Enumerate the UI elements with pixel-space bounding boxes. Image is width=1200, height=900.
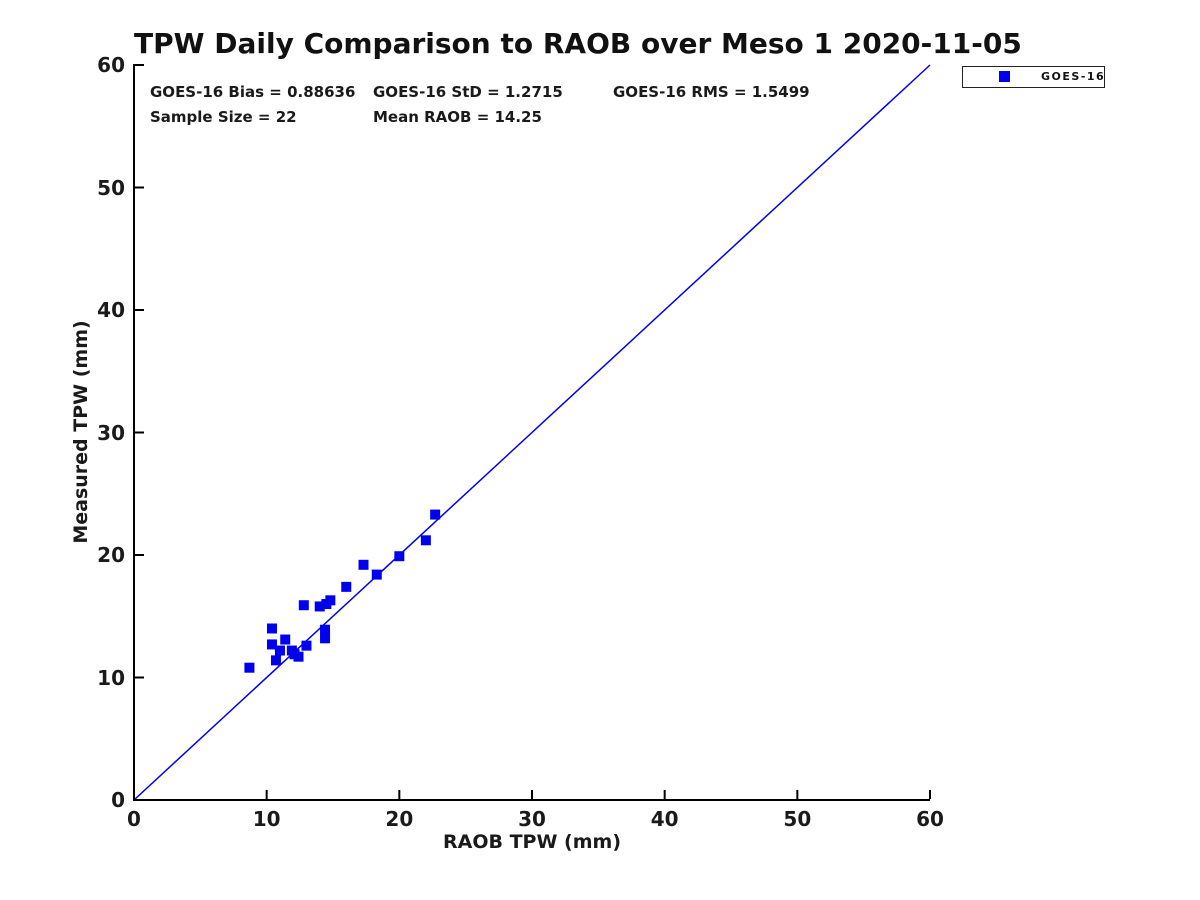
data-point xyxy=(244,662,255,673)
data-point xyxy=(320,633,331,644)
chart-title: TPW Daily Comparison to RAOB over Meso 1… xyxy=(134,27,1022,60)
data-point xyxy=(314,601,325,612)
x-tick-label: 0 xyxy=(127,807,141,831)
data-point xyxy=(266,623,277,634)
x-tick-label: 60 xyxy=(916,807,944,831)
data-point xyxy=(280,634,291,645)
data-point xyxy=(301,640,312,651)
y-tick-label: 60 xyxy=(97,53,125,77)
y-tick-label: 0 xyxy=(111,788,125,812)
y-tick-label: 10 xyxy=(97,665,125,690)
identity-line xyxy=(133,64,931,801)
y-tick-label: 30 xyxy=(97,420,125,445)
x-tick-label: 40 xyxy=(650,807,679,831)
data-point xyxy=(325,595,336,606)
data-point xyxy=(341,581,352,592)
stat-bias: GOES-16 Bias = 0.88636 xyxy=(150,83,356,101)
data-point xyxy=(274,645,285,656)
x-tick-label: 50 xyxy=(783,807,812,831)
data-point xyxy=(358,559,369,570)
legend-square-marker-icon xyxy=(999,71,1010,82)
x-tick-label: 20 xyxy=(385,807,414,831)
stat-mean-raob: Mean RAOB = 14.25 xyxy=(373,108,542,126)
data-point xyxy=(320,624,331,635)
data-point xyxy=(266,639,277,650)
stat-rms: GOES-16 RMS = 1.5499 xyxy=(613,83,810,101)
x-axis-label: RAOB TPW (mm) xyxy=(442,831,622,853)
data-point xyxy=(298,600,309,611)
legend-series-label: GOES-16 xyxy=(1041,70,1106,83)
data-point xyxy=(394,551,405,562)
data-point xyxy=(430,509,441,520)
y-tick-label: 40 xyxy=(97,298,125,322)
x-tick-label: 30 xyxy=(518,807,546,831)
data-point xyxy=(293,651,304,662)
data-point xyxy=(270,655,281,666)
y-tick-label: 50 xyxy=(97,175,125,200)
data-point xyxy=(420,535,431,546)
y-tick-label: 20 xyxy=(97,543,125,567)
legend: GOES-16 xyxy=(962,66,1105,88)
stat-sample-size: Sample Size = 22 xyxy=(150,108,297,126)
x-tick-label: 10 xyxy=(252,807,281,831)
data-point xyxy=(371,569,382,580)
stat-std: GOES-16 StD = 1.2715 xyxy=(373,83,563,101)
